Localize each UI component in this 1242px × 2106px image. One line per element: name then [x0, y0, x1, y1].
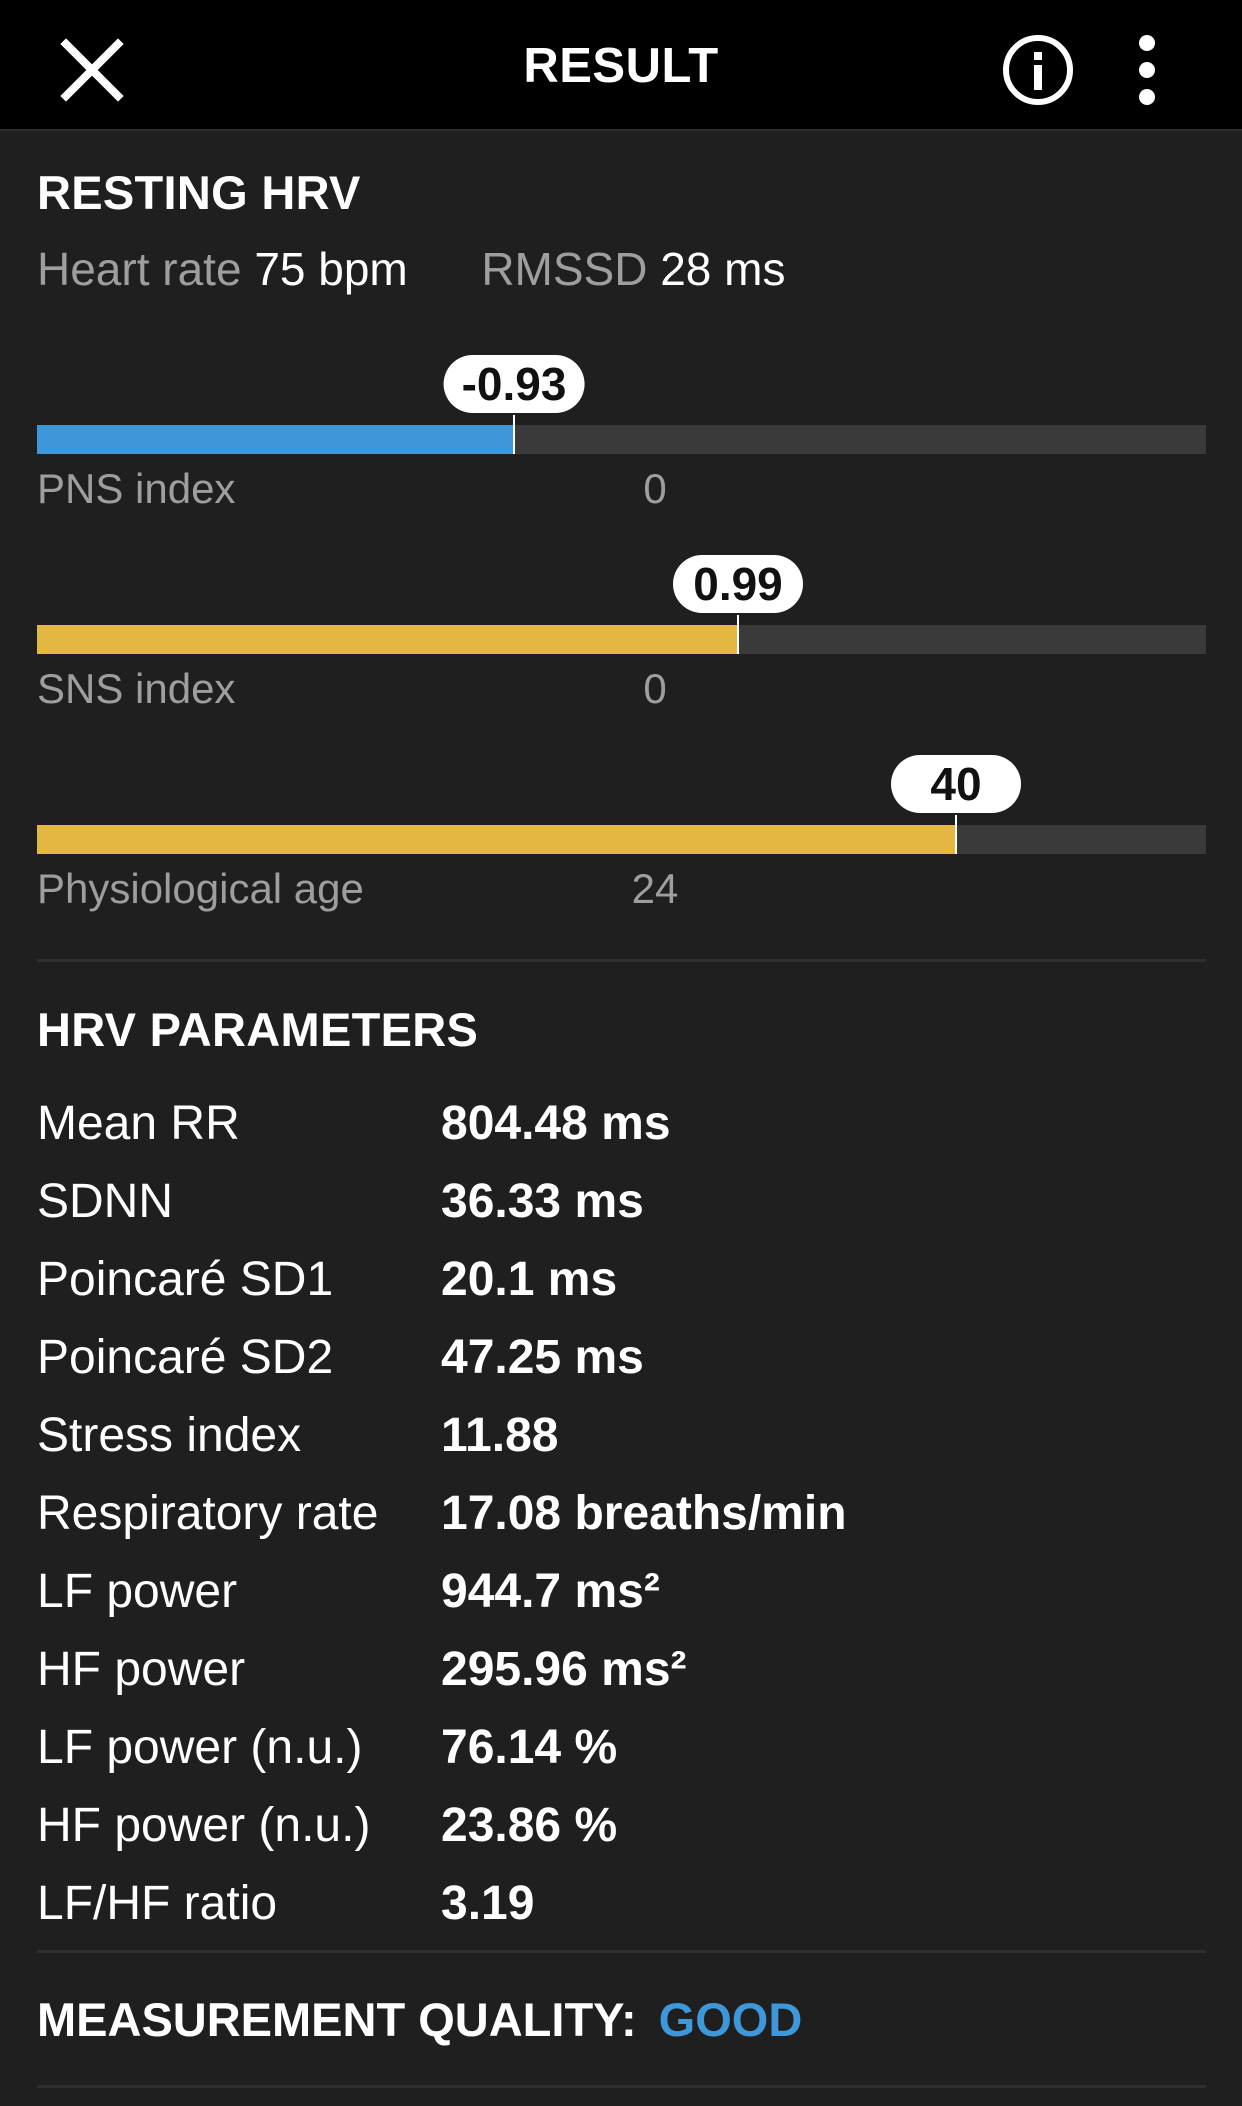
gauge-fill	[37, 425, 514, 454]
param-row: LF power 944.7 ms²	[37, 1554, 1206, 1632]
gauge-value-bubble: 0.99	[673, 555, 803, 613]
param-row: Stress index 11.88	[37, 1398, 1206, 1476]
gauge-label: PNS index	[37, 465, 236, 512]
param-name: Mean RR	[37, 1097, 240, 1150]
top-app-bar: RESULT	[0, 0, 1242, 131]
section-divider	[37, 2085, 1206, 2088]
param-row: Mean RR 804.48 ms	[37, 1086, 1206, 1164]
hrv-parameters-list: Mean RR 804.48 ms SDNN 36.33 ms Poincaré S…	[37, 1086, 1206, 1944]
param-name: LF power (n.u.)	[37, 1721, 363, 1774]
rmssd-label: RMSSD	[481, 243, 648, 295]
param-value: 944.7 ms²	[441, 1565, 660, 1618]
resting-hrv-title: RESTING HRV	[37, 166, 361, 219]
param-row: SDNN 36.33 ms	[37, 1164, 1206, 1242]
quality-value: GOOD	[658, 1993, 803, 2046]
gauge-value-bubble: 40	[891, 755, 1021, 813]
param-row: Poincaré SD2 47.25 ms	[37, 1320, 1206, 1398]
param-value: 295.96 ms²	[441, 1643, 687, 1696]
param-value: 76.14 %	[441, 1721, 618, 1774]
gauge-fill	[37, 825, 956, 854]
param-row: Respiratory rate 17.08 breaths/min	[37, 1476, 1206, 1554]
param-name: HF power	[37, 1643, 246, 1696]
gauge-track	[37, 425, 1206, 454]
gauge-center-label: 0	[643, 665, 667, 712]
param-row: HF power (n.u.) 23.86 %	[37, 1788, 1206, 1866]
gauge-fill	[37, 625, 738, 654]
section-divider	[37, 1950, 1206, 1953]
hrv-parameters-title: HRV PARAMETERS	[37, 1003, 479, 1056]
gauge-track	[37, 625, 1206, 654]
param-name: Poincaré SD1	[37, 1253, 334, 1306]
physiological-age-gauge: 40 Physiological age 24	[37, 753, 1206, 912]
param-row: LF/HF ratio 3.19	[37, 1866, 1206, 1944]
gauge-label: SNS index	[37, 665, 236, 712]
param-value: 20.1 ms	[441, 1253, 618, 1306]
param-row: HF power 295.96 ms²	[37, 1632, 1206, 1710]
quality-label: MEASUREMENT QUALITY:	[37, 1993, 637, 2046]
param-name: LF/HF ratio	[37, 1877, 278, 1930]
gauge-marker	[737, 615, 739, 654]
gauge-label: Physiological age	[37, 865, 364, 912]
gauge-value-bubble: -0.93	[443, 355, 585, 413]
param-name: Stress index	[37, 1409, 302, 1462]
sns-index-gauge: 0.99 SNS index 0	[37, 553, 1206, 712]
measurement-quality: MEASUREMENT QUALITY: GOOD	[37, 1992, 802, 2047]
gauge-center-label: 0	[643, 465, 667, 512]
page-title: RESULT	[523, 39, 719, 93]
param-name: Respiratory rate	[37, 1487, 379, 1540]
param-value: 804.48 ms	[441, 1097, 671, 1150]
param-name: Poincaré SD2	[37, 1331, 334, 1384]
param-name: SDNN	[37, 1175, 174, 1228]
param-value: 36.33 ms	[441, 1175, 644, 1228]
info-icon[interactable]	[1000, 32, 1076, 108]
param-value: 11.88	[441, 1409, 559, 1462]
more-vert-icon[interactable]	[1130, 34, 1164, 106]
param-value: 17.08 breaths/min	[441, 1487, 847, 1540]
rmssd-value: 28 ms	[660, 243, 786, 295]
gauge-marker	[955, 815, 957, 854]
gauge-track	[37, 825, 1206, 854]
pns-index-gauge: -0.93 PNS index 0	[37, 353, 1206, 512]
param-value: 47.25 ms	[441, 1331, 644, 1384]
param-row: Poincaré SD1 20.1 ms	[37, 1242, 1206, 1320]
heart-rate-label: Heart rate	[37, 243, 242, 295]
section-divider	[37, 959, 1206, 962]
param-value: 23.86 %	[441, 1799, 618, 1852]
close-icon[interactable]	[58, 36, 126, 104]
resting-summary: Heart rate 75 bpm RMSSD 28 ms	[37, 242, 785, 296]
gauge-center-label: 24	[631, 865, 679, 912]
gauge-marker	[513, 415, 515, 454]
param-value: 3.19	[441, 1877, 535, 1930]
param-row: LF power (n.u.) 76.14 %	[37, 1710, 1206, 1788]
param-name: HF power (n.u.)	[37, 1799, 371, 1852]
param-name: LF power	[37, 1565, 238, 1618]
heart-rate-value: 75 bpm	[254, 243, 408, 295]
